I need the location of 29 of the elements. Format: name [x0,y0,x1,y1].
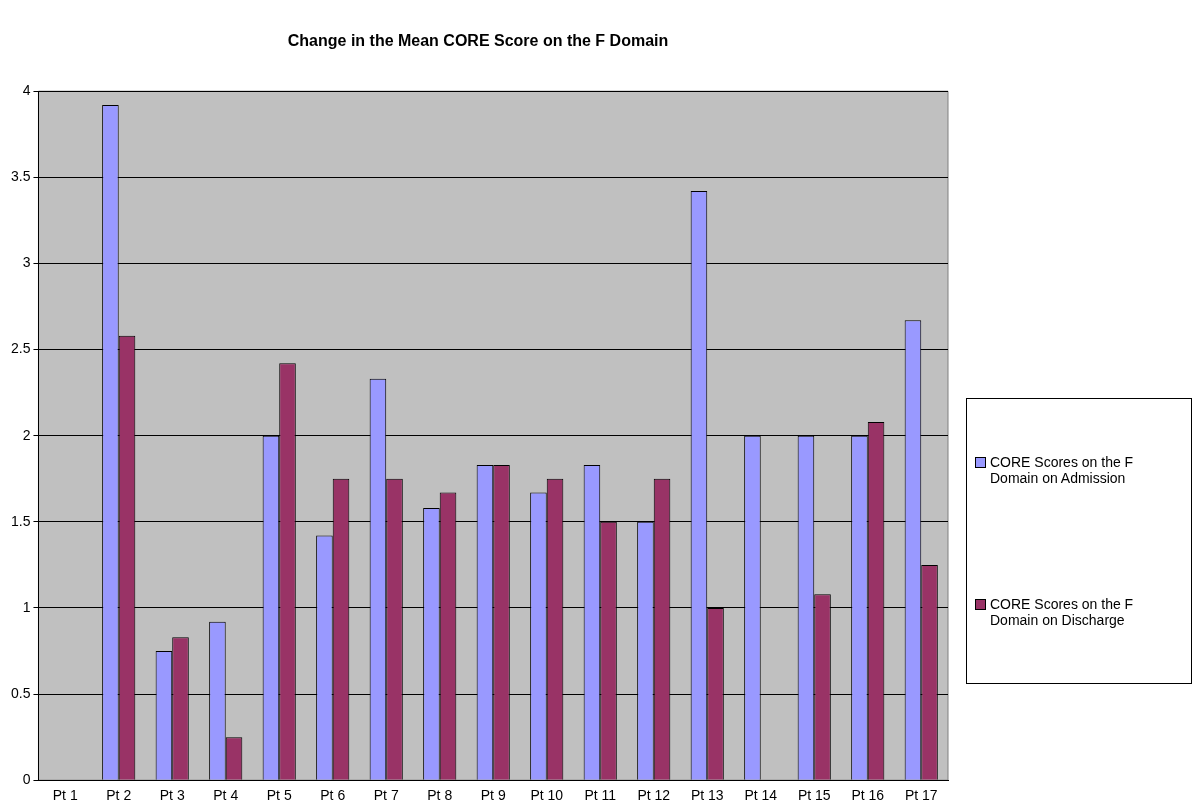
x-tick-label: Pt 9 [480,787,506,804]
x-tick-label: Pt 2 [106,787,132,804]
y-tick-label: 3.5 [10,168,31,185]
x-tick-label: Pt 11 [584,787,617,804]
legend-label: CORE Scores on the F Domain on Admission [990,454,1135,486]
x-tick-label: Pt 16 [851,787,885,804]
x-tick-label: Pt 8 [427,787,453,804]
y-tick-label: 1.5 [10,512,31,529]
x-tick-label: Pt 17 [904,787,938,804]
x-tick-label: Pt 10 [530,787,564,804]
x-tick-label: Pt 1 [52,787,78,804]
x-tick-label: Pt 12 [637,787,671,804]
x-tick-label: Pt 7 [373,787,399,804]
x-tick-label: Pt 5 [266,787,292,804]
x-tick-label: Pt 13 [690,787,724,804]
x-tick-label: Pt 14 [744,787,778,804]
x-tick-label: Pt 15 [797,787,831,804]
legend-label: CORE Scores on the F Domain on Discharge [990,596,1135,628]
y-tick-label: 1 [22,598,31,615]
y-tick-label: 3 [22,254,31,271]
y-tick-label: 0.5 [10,684,31,701]
y-tick-label: 4 [22,82,31,99]
y-tick-label: 2.5 [10,340,31,357]
y-tick-label: 0 [22,771,31,788]
x-tick-label: Pt 6 [320,787,346,804]
y-tick-label: 2 [22,426,31,443]
x-tick-label: Pt 4 [213,787,239,804]
chart-title: Change in the Mean CORE Score on the F Domain [287,32,669,50]
x-tick-label: Pt 3 [159,787,185,804]
